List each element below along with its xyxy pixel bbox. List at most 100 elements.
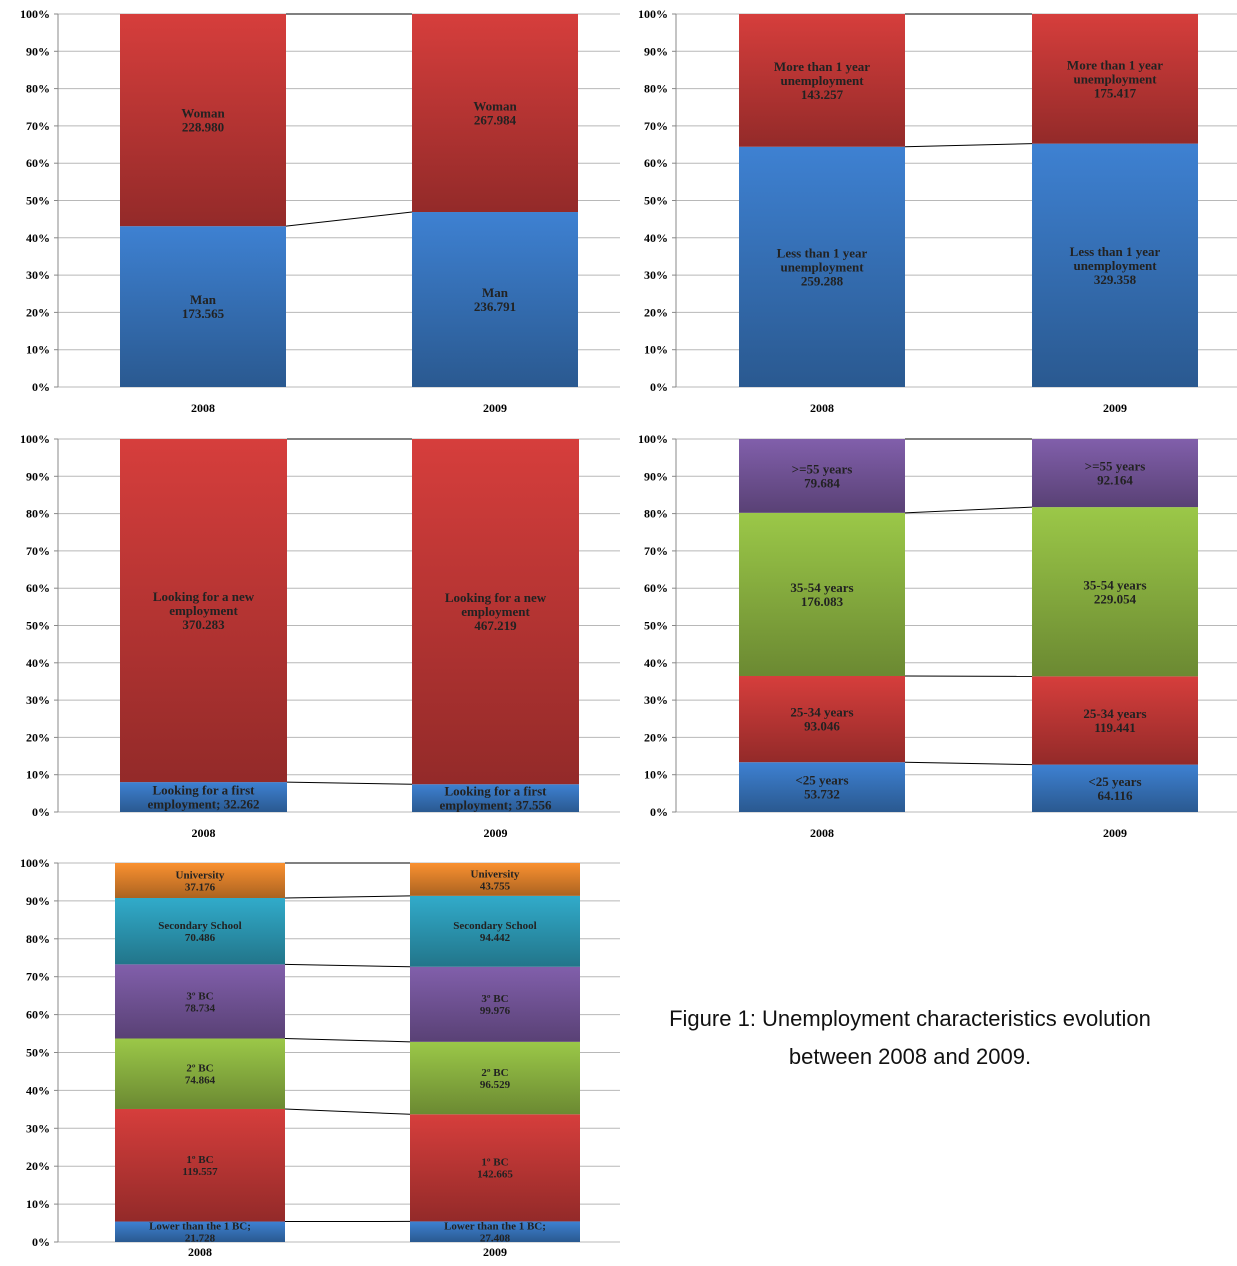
y-tick-label: 30%	[644, 693, 668, 707]
y-tick-label: 100%	[20, 432, 50, 446]
bar-segment	[120, 14, 286, 227]
y-tick-label: 100%	[638, 7, 668, 21]
bar-segment	[1032, 676, 1198, 765]
data-label: Man 173.565	[182, 292, 225, 321]
data-label: Secondary School 70.486	[158, 920, 241, 944]
y-tick-label: 20%	[644, 730, 668, 744]
bar-segment	[1032, 764, 1198, 812]
bar-segment	[739, 675, 905, 763]
y-tick-label: 20%	[26, 730, 50, 744]
data-label: 25-34 years 119.441	[1083, 706, 1146, 735]
series-line	[904, 143, 1033, 148]
y-tick-label: 50%	[26, 194, 50, 208]
bar-segment	[115, 863, 285, 899]
data-label: Woman 228.980	[181, 106, 225, 135]
y-tick-label: 0%	[650, 380, 668, 394]
bar-segment	[739, 762, 905, 812]
data-label: 3º BC 99.976	[480, 993, 511, 1017]
data-label: 35-54 years 229.054	[1083, 577, 1146, 606]
y-tick-label: 100%	[20, 856, 50, 870]
y-tick-label: 30%	[26, 268, 50, 282]
y-tick-label: 50%	[644, 194, 668, 208]
series-line	[904, 761, 1033, 766]
bar-segment	[1032, 439, 1198, 508]
series-line	[284, 1108, 411, 1115]
x-tick-label: 2008	[188, 1245, 212, 1259]
data-label: >=55 years 92.164	[1085, 459, 1146, 488]
bar-segment	[1032, 507, 1198, 677]
y-tick-label: 40%	[26, 1083, 50, 1097]
bar-segment	[115, 1038, 285, 1109]
data-label: Secondary School 94.442	[453, 920, 536, 944]
bar-segment	[410, 1221, 580, 1242]
y-tick-label: 90%	[644, 469, 668, 483]
y-tick-label: 60%	[644, 156, 668, 170]
y-tick-label: 80%	[644, 82, 668, 96]
y-tick-label: 0%	[32, 380, 50, 394]
y-tick-label: 80%	[26, 507, 50, 521]
data-label: More than 1 year unemployment 143.257	[774, 59, 870, 102]
bar-segment	[739, 14, 905, 147]
y-tick-label: 50%	[26, 619, 50, 633]
caption-line-1: Figure 1: Unemployment characteristics e…	[669, 1006, 1151, 1031]
data-label: Less than 1 year unemployment 259.288	[777, 245, 868, 288]
bar-segment	[1032, 143, 1198, 387]
y-tick-label: 60%	[644, 581, 668, 595]
data-label: Looking for a new employment 370.283	[153, 589, 255, 632]
y-tick-label: 70%	[26, 970, 50, 984]
bar-segment	[410, 895, 580, 967]
data-label: 1º BC 119.557	[182, 1154, 218, 1178]
bar-segment	[120, 226, 286, 387]
chart-unemployment-duration: 0% 10% 20% 30% 40% 50% 60% 70% 80% 90% 100% Less th…	[638, 7, 1237, 415]
y-tick-label: 60%	[26, 581, 50, 595]
y-tick-label: 0%	[650, 805, 668, 819]
y-tick-label: 100%	[20, 7, 50, 21]
data-label: Man 236.791	[474, 285, 516, 314]
data-label: 1º BC 142.665	[477, 1157, 513, 1181]
x-tick-label: 2009	[483, 1245, 507, 1259]
y-tick-label: 20%	[644, 305, 668, 319]
y-tick-label: 40%	[644, 656, 668, 670]
x-tick-label: 2009	[483, 401, 507, 415]
series-line	[285, 211, 413, 227]
y-tick-label: 60%	[26, 156, 50, 170]
y-tick-label: 10%	[644, 768, 668, 782]
y-tick-label: 40%	[26, 656, 50, 670]
bar-segment	[739, 146, 905, 387]
y-tick-label: 80%	[26, 932, 50, 946]
data-label: 25-34 years 93.046	[790, 705, 853, 734]
bar-segment	[410, 863, 580, 896]
bar-segment	[1032, 14, 1198, 144]
y-tick-label: 90%	[26, 894, 50, 908]
data-label: 2º BC 96.529	[480, 1067, 511, 1091]
y-tick-label: 70%	[26, 544, 50, 558]
chart-age-group: 0% 10% 20% 30% 40% 50% 60% 70% 80% 90% 100% <25 yea…	[638, 432, 1237, 840]
y-tick-label: 70%	[644, 119, 668, 133]
series-line	[904, 506, 1033, 514]
bar-segment	[115, 1108, 285, 1222]
bar-segment	[412, 784, 579, 812]
y-tick-label: 80%	[644, 507, 668, 521]
y-tick-label: 30%	[26, 1121, 50, 1135]
y-tick-label: 50%	[644, 619, 668, 633]
data-label: Looking for a first employment; 37.556	[440, 784, 552, 813]
y-tick-label: 10%	[26, 768, 50, 782]
x-tick-label: 2008	[192, 826, 216, 840]
bar-segment	[115, 964, 285, 1039]
data-label: Looking for a first employment; 32.262	[148, 783, 260, 812]
chart-education-level: 0% 10% 20% 30% 40% 50% 60% 70% 80% 90% 100% Lower t…	[20, 856, 620, 1259]
x-tick-label: 2008	[191, 401, 215, 415]
series-line	[284, 963, 411, 968]
y-tick-label: 90%	[644, 44, 668, 58]
y-tick-label: 10%	[26, 343, 50, 357]
y-tick-label: 80%	[26, 82, 50, 96]
data-label: <25 years 53.732	[795, 773, 848, 802]
y-tick-label: 10%	[26, 1197, 50, 1211]
y-tick-label: 70%	[26, 119, 50, 133]
bar-segment	[120, 782, 287, 812]
bar-segment	[412, 439, 579, 785]
data-label: <25 years 64.116	[1088, 774, 1141, 803]
figure-caption: Figure 1: Unemployment characteristics e…	[610, 1000, 1210, 1076]
y-tick-label: 50%	[26, 1046, 50, 1060]
bar-segment	[739, 439, 905, 513]
